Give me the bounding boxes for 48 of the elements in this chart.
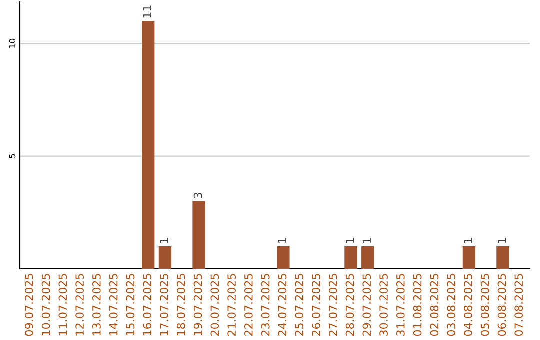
bar — [496, 246, 510, 269]
x-tick-label: 11.07.2025 — [58, 274, 68, 336]
bar — [277, 246, 290, 269]
x-tick-label: 10.07.2025 — [42, 274, 50, 336]
data-label: 1 — [464, 238, 472, 243]
x-tick-label: 16.07.2025 — [143, 274, 152, 336]
data-label: 11 — [143, 6, 152, 18]
bar — [192, 201, 206, 269]
x-tick-label: 23.07.2025 — [261, 274, 270, 336]
x-tick-label: 31.07.2025 — [396, 274, 405, 336]
data-label: 1 — [160, 238, 168, 243]
x-tick-label: 17.07.2025 — [160, 274, 168, 336]
y-tick-label: 10 — [9, 38, 16, 48]
bar — [142, 21, 155, 269]
y-tick-label: 5 — [9, 154, 16, 158]
x-tick-label: 29.07.2025 — [362, 274, 372, 336]
x-tick-label: 03.08.2025 — [447, 274, 456, 336]
x-tick-label: 30.07.2025 — [380, 274, 388, 336]
x-tick-label: 13.07.2025 — [92, 274, 101, 336]
x-tick-label: 01.08.2025 — [413, 274, 422, 336]
bar — [344, 246, 358, 269]
x-tick-label: 09.07.2025 — [24, 274, 34, 336]
x-tick-label: 24.07.2025 — [278, 274, 287, 336]
bar — [462, 246, 476, 269]
bar — [362, 246, 374, 269]
x-tick-label: 26.07.2025 — [312, 274, 320, 336]
bar — [158, 246, 172, 269]
x-tick-label: 25.07.2025 — [295, 274, 304, 336]
x-tick-label: 20.07.2025 — [210, 274, 220, 336]
x-tick-label: 21.07.2025 — [228, 274, 236, 336]
data-label: 1 — [498, 238, 506, 243]
x-tick-label: 05.08.2025 — [480, 274, 490, 336]
x-tick-label: 07.08.2025 — [514, 274, 524, 336]
x-tick-label: 19.07.2025 — [194, 274, 202, 336]
data-label: 1 — [362, 238, 371, 243]
x-tick-label: 28.07.2025 — [346, 274, 354, 336]
x-tick-label: 14.07.2025 — [109, 274, 118, 336]
x-tick-label: 02.08.2025 — [430, 274, 439, 336]
x-tick-label: 12.07.2025 — [76, 274, 84, 336]
x-tick-label: 04.08.2025 — [464, 274, 472, 336]
x-tick-label: 27.07.2025 — [328, 274, 338, 336]
x-tick-label: 22.07.2025 — [244, 274, 253, 336]
data-label: 1 — [346, 238, 354, 243]
data-label: 3 — [194, 192, 202, 198]
x-tick-label: 18.07.2025 — [176, 274, 186, 336]
x-tick-label: 15.07.2025 — [126, 274, 135, 336]
x-tick-label: 06.08.2025 — [498, 274, 506, 336]
data-label: 1 — [278, 238, 287, 243]
